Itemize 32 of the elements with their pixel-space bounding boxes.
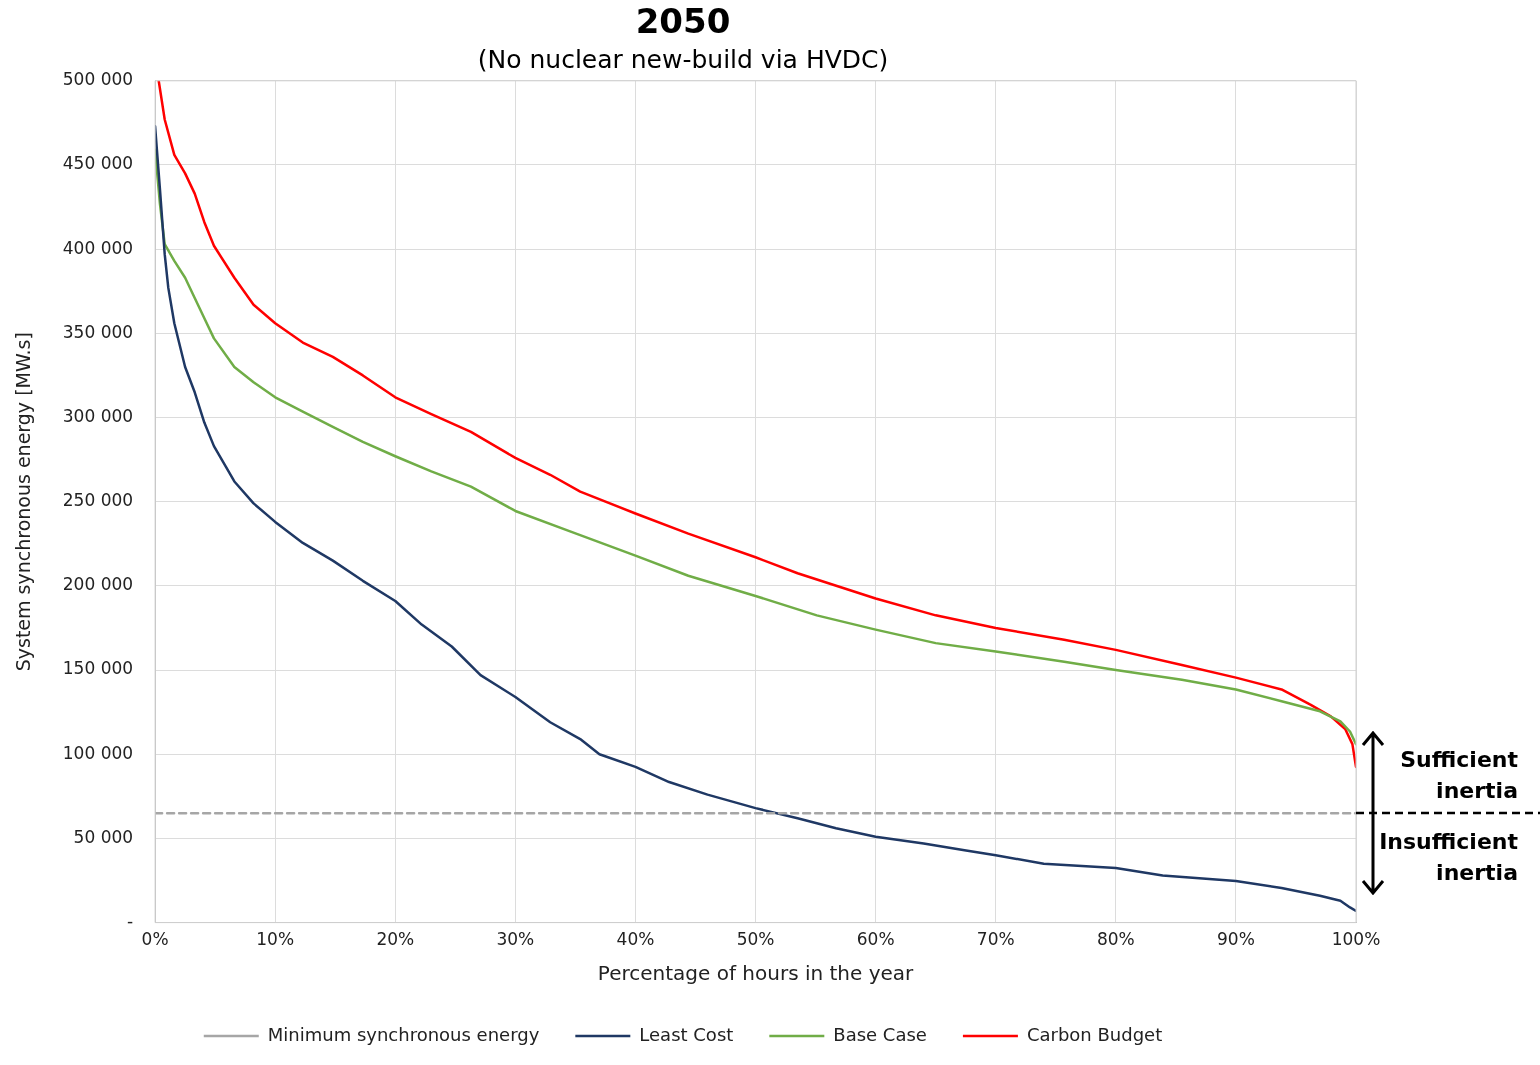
x-tick-label: 90% — [1217, 929, 1255, 950]
x-tick-label: 60% — [856, 929, 895, 950]
x-tick-label: 40% — [616, 929, 655, 950]
legend-label: Minimum synchronous energy — [267, 1023, 540, 1045]
y-tick-label: 100 000 — [62, 742, 134, 763]
y-tick-label: 400 000 — [62, 237, 134, 258]
chart-title: 2050 — [635, 1, 731, 42]
y-axis-title: System synchronous energy [MW.s] — [12, 332, 35, 672]
legend-label: Carbon Budget — [1026, 1023, 1163, 1045]
y-tick-label: 200 000 — [62, 574, 134, 595]
legend-label: Base Case — [833, 1023, 927, 1045]
y-tick-label: 300 000 — [62, 405, 134, 426]
x-tick-label: 10% — [256, 929, 295, 950]
y-tick-label: 250 000 — [62, 490, 134, 511]
y-tick-label: 350 000 — [62, 321, 134, 342]
text: Sufficient inertia — [1400, 746, 1519, 803]
x-tick-label: 70% — [976, 929, 1015, 950]
x-tick-label: 100% — [1331, 929, 1381, 950]
x-tick-label: 20% — [376, 929, 415, 950]
y-tick-label: 50 000 — [73, 826, 134, 847]
x-tick-label: 30% — [496, 929, 535, 950]
y-tick-label: 500 000 — [62, 69, 134, 90]
x-tick-label: 50% — [736, 929, 775, 950]
x-tick-label: 80% — [1096, 929, 1135, 950]
y-tick-label: 150 000 — [62, 658, 134, 679]
chart-subtitle: (No nuclear new-build via HVDC) — [477, 45, 889, 75]
text: Insufficient inertia — [1379, 828, 1519, 885]
x-tick-label: 0% — [141, 929, 169, 950]
x-axis-title: Percentage of hours in the year — [597, 961, 915, 986]
y-tick-label: - — [126, 911, 134, 932]
legend-label: Least Cost — [639, 1023, 734, 1045]
y-tick-label: 450 000 — [62, 153, 134, 174]
